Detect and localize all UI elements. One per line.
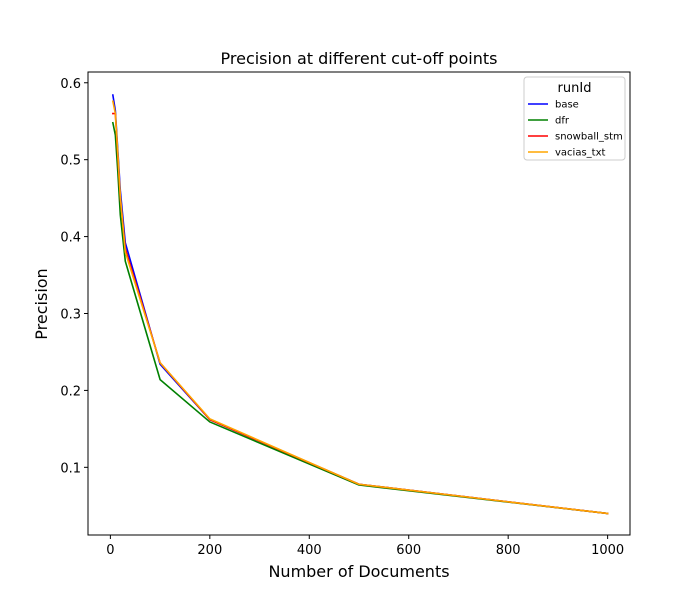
- y-tick-label: 0.1: [60, 461, 81, 476]
- x-tick-label: 200: [197, 543, 222, 558]
- legend: runId base dfr snowball_stm vacias_txt: [523, 76, 626, 161]
- y-tick-label: 0.3: [60, 307, 81, 322]
- x-tick-label: 400: [297, 543, 322, 558]
- y-axis-label: Precision: [32, 268, 51, 339]
- legend-label-vacias_txt: vacias_txt: [555, 148, 605, 159]
- legend-label-dfr: dfr: [555, 116, 570, 127]
- y-tick-label: 0.5: [60, 154, 81, 169]
- legend-label-base: base: [555, 100, 579, 111]
- y-tick-label: 0.6: [60, 77, 81, 92]
- x-tick-label: 1000: [591, 543, 624, 558]
- plot-area: 0 200 400 600 800 1000 0.1 0.2 0.3 0.4 0.5 0.6: [60, 71, 631, 558]
- x-tick-label: 800: [496, 543, 521, 558]
- series-line-dfr: [111, 121, 609, 515]
- x-tick-label: 600: [396, 543, 421, 558]
- x-axis-label: Number of Documents: [268, 562, 449, 581]
- series-line-vacias_txt: [111, 100, 609, 515]
- legend-title: runId: [558, 81, 592, 96]
- legend-label-snowball_stm: snowball_stm: [555, 132, 623, 143]
- y-tick-label: 0.2: [60, 384, 81, 399]
- chart-title: Precision at different cut-off points: [221, 49, 498, 68]
- y-tick-label: 0.4: [60, 231, 81, 246]
- legend-box: [523, 76, 626, 161]
- axes-frame: [87, 71, 631, 536]
- series-line-snowball_stm: [112, 112, 609, 515]
- x-tick-label: 0: [106, 543, 114, 558]
